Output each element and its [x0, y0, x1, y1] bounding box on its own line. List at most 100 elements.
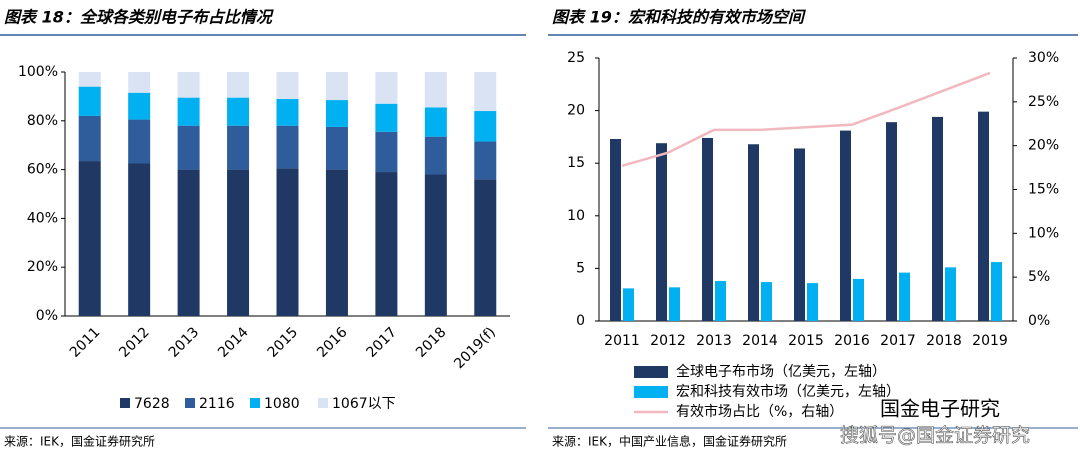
y2-tick-label: 10%: [1028, 225, 1059, 241]
bar-segment: [474, 72, 497, 112]
legend-label: 1067以下: [332, 396, 396, 412]
bar-segment: [128, 92, 151, 120]
bar-segment: [276, 125, 299, 169]
y2-tick-label: 0%: [1028, 313, 1050, 329]
legend-swatch: [634, 386, 668, 398]
x-tick-label: 2018: [926, 333, 962, 349]
bar: [656, 143, 667, 321]
bar: [840, 130, 851, 321]
legend-swatch: [185, 398, 195, 408]
x-tick-label: 2015: [788, 333, 824, 349]
bar-segment: [424, 174, 447, 316]
x-tick-label: 2012: [650, 333, 686, 349]
y-tick-label: 60%: [27, 162, 58, 178]
line-series: [621, 71, 991, 168]
bar: [715, 281, 726, 321]
bar-segment: [227, 72, 250, 98]
chart-title: 图表 18：全球各类别电子布占比情况: [4, 8, 274, 27]
bar-segment: [474, 179, 497, 316]
bar-segment: [177, 97, 200, 126]
bar: [748, 144, 759, 321]
legend-swatch: [120, 398, 130, 408]
x-tick-label: 2019: [972, 333, 1008, 349]
bar-segment: [276, 168, 299, 316]
bar-segment: [128, 119, 151, 164]
bar-segment: [78, 72, 101, 87]
source-note: 来源：IEK，国金证券研究所: [4, 434, 155, 449]
y-tick-label: 10: [567, 208, 585, 224]
legend-label: 1080: [264, 396, 300, 412]
legend-swatch: [634, 366, 668, 378]
bar-segment: [375, 131, 398, 173]
y2-tick-label: 30%: [1028, 50, 1059, 66]
bar-segment: [325, 72, 348, 101]
bar-segment: [375, 172, 398, 316]
x-tick-label: 2015: [265, 324, 302, 361]
bar: [702, 137, 713, 321]
x-tick-label: 2013: [696, 333, 732, 349]
bar: [669, 287, 680, 321]
bar-segment: [276, 72, 299, 99]
bar-segment: [424, 107, 447, 137]
bar-segment: [78, 115, 101, 162]
y2-tick-label: 15%: [1028, 182, 1059, 198]
x-tick-label: 2011: [67, 324, 104, 361]
legend-label: 全球电子布市场（亿美元，左轴）: [676, 363, 886, 380]
x-tick-label: 2012: [116, 324, 153, 361]
bar: [794, 148, 805, 321]
legend-label: 7628: [134, 396, 170, 412]
x-tick-label: 2017: [880, 333, 916, 349]
y-tick-label: 5: [576, 260, 585, 276]
bar-segment: [474, 111, 497, 142]
bar: [945, 267, 956, 321]
bar-segment: [375, 72, 398, 104]
x-tick-label: 2013: [166, 324, 203, 361]
bar-segment: [177, 72, 200, 98]
y-tick-label: 40%: [27, 210, 58, 226]
bar-segment: [474, 141, 497, 180]
bar-segment: [325, 169, 348, 316]
y-tick-label: 0%: [36, 308, 58, 324]
x-tick-label: 2019(f): [451, 324, 499, 372]
bar-segment: [424, 72, 447, 108]
bar-segment: [177, 169, 200, 316]
bar-segment: [375, 103, 398, 132]
y2-tick-label: 20%: [1028, 138, 1059, 154]
watermark: 搜狐号@国金证券研究: [840, 425, 1030, 447]
bar-segment: [78, 161, 101, 316]
legend-label: 2116: [199, 396, 235, 412]
bar: [978, 111, 989, 321]
bar: [886, 122, 897, 321]
bar: [991, 262, 1002, 321]
chart-title: 图表 19：宏和科技的有效市场空间: [552, 8, 807, 27]
watermark: 国金电子研究: [880, 397, 1000, 421]
bar: [853, 278, 864, 321]
y-tick-label: 80%: [27, 113, 58, 129]
bar: [899, 272, 910, 321]
x-tick-label: 2016: [314, 324, 351, 361]
x-tick-label: 2014: [742, 333, 778, 349]
bar-segment: [227, 97, 250, 126]
bar-segment: [128, 72, 151, 93]
legend-swatch: [250, 398, 260, 408]
bar-segment: [325, 126, 348, 170]
x-tick-label: 2018: [413, 324, 450, 361]
y-tick-label: 100%: [18, 64, 58, 80]
x-tick-label: 2011: [604, 333, 640, 349]
bar: [932, 116, 943, 321]
y2-tick-label: 25%: [1028, 94, 1059, 110]
legend-label: 有效市场占比（%，右轴）: [676, 403, 843, 420]
bar: [807, 283, 818, 321]
legend-swatch: [318, 398, 328, 408]
y-tick-label: 25: [567, 50, 585, 66]
y-tick-label: 15: [567, 155, 585, 171]
y-tick-label: 20: [567, 103, 585, 119]
bar-segment: [276, 98, 299, 126]
y-tick-label: 0: [576, 313, 585, 329]
bar-segment: [325, 100, 348, 127]
y2-tick-label: 5%: [1028, 269, 1050, 285]
bar-segment: [424, 136, 447, 175]
x-tick-label: 2016: [834, 333, 870, 349]
bar-segment: [128, 163, 151, 316]
